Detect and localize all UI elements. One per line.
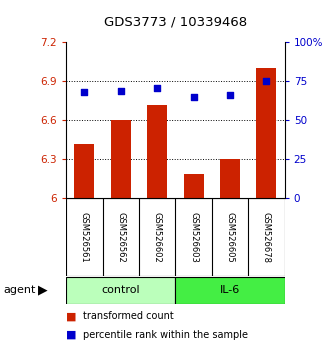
- Bar: [66, 277, 175, 304]
- Text: GSM526562: GSM526562: [116, 212, 125, 263]
- Point: [155, 85, 160, 91]
- Text: agent: agent: [3, 285, 36, 295]
- Text: control: control: [102, 285, 140, 295]
- Text: GSM526678: GSM526678: [262, 212, 271, 263]
- Text: GDS3773 / 10339468: GDS3773 / 10339468: [104, 16, 247, 29]
- Text: ▶: ▶: [38, 284, 48, 297]
- Bar: [257, 68, 276, 198]
- Text: GSM526603: GSM526603: [189, 212, 198, 263]
- Text: transformed count: transformed count: [83, 311, 173, 321]
- Point: [191, 94, 196, 100]
- Point: [82, 90, 87, 95]
- Point: [227, 93, 233, 98]
- Bar: [220, 159, 240, 198]
- Bar: [175, 277, 285, 304]
- Text: ■: ■: [66, 330, 77, 340]
- Text: GSM526602: GSM526602: [153, 212, 162, 263]
- Text: GSM526561: GSM526561: [80, 212, 89, 263]
- Bar: [184, 173, 204, 198]
- Text: IL-6: IL-6: [220, 285, 240, 295]
- Point: [118, 88, 123, 93]
- Text: ■: ■: [66, 311, 77, 321]
- Bar: [147, 105, 167, 198]
- Bar: [74, 144, 94, 198]
- Text: GSM526605: GSM526605: [225, 212, 235, 263]
- Bar: [111, 120, 131, 198]
- Point: [264, 79, 269, 84]
- Text: percentile rank within the sample: percentile rank within the sample: [83, 330, 248, 340]
